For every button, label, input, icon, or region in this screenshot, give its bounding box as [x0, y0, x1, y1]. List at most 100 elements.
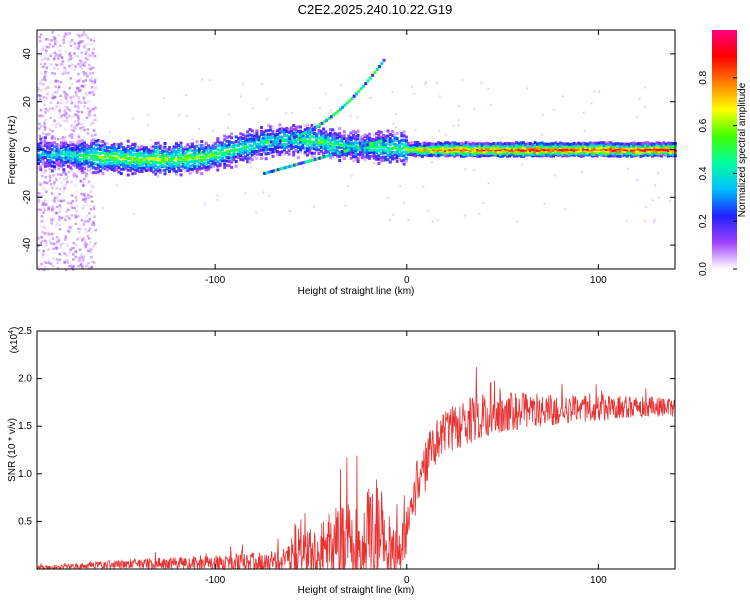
spectrogram-band-cell [78, 144, 82, 148]
spectrogram-band-cell [43, 156, 47, 159]
spectrogram-band-cell [404, 144, 408, 148]
spectrogram-x-tick-label: 100 [590, 275, 607, 286]
spectrogram-band-cell [99, 162, 103, 166]
spectrogram-band-cell [391, 154, 395, 158]
spectrogram-noise-cell [445, 134, 448, 137]
spectrogram-band-cell [142, 166, 146, 170]
spectrogram-band-cell [621, 154, 624, 158]
spectrogram-band-cell [53, 149, 57, 153]
spectrogram-band-cell [188, 164, 192, 168]
spectrogram-band-cell [71, 153, 75, 156]
spectrogram-band-cell [117, 159, 121, 163]
spectrogram-noise-cell [267, 194, 270, 197]
spectrogram-band-cell [614, 152, 618, 156]
spectrogram-band-cell [246, 153, 250, 157]
spectrogram-band-cell [186, 166, 190, 170]
spectrogram-band-cell [462, 147, 466, 151]
spectrogram-band-cell [554, 145, 558, 148]
spectrogram-noise-cell [93, 149, 96, 153]
spectrogram-noise-cell [88, 240, 92, 244]
spectrogram-band-cell [545, 150, 549, 154]
spectrogram-band-cell [568, 153, 572, 157]
spectrogram-band-cell [142, 157, 146, 161]
spectrogram-band-cell [223, 162, 227, 166]
spectrogram-noise-cell [44, 199, 47, 202]
spectrogram-noise-cell [69, 57, 72, 60]
spectrogram-band-cell [329, 131, 332, 135]
spectrogram-band-cell [365, 134, 369, 138]
spectrogram-band-cell [129, 144, 132, 148]
spectrogram-band-cell [133, 172, 137, 175]
spectrogram-band-cell [317, 152, 321, 155]
spectrogram-band-cell [278, 123, 282, 127]
spectrogram-band-cell [66, 150, 70, 154]
spectrogram-band-cell [126, 149, 130, 152]
spectrogram-noise-cell [62, 38, 65, 41]
spectrogram-noise-cell [75, 109, 79, 113]
spectrogram-band-cell [570, 152, 574, 155]
spectrogram-noise-cell [44, 71, 47, 74]
spectrogram-band-cell [174, 170, 178, 173]
spectrogram-noise-cell [79, 264, 83, 267]
spectrogram-noise-cell [70, 135, 74, 138]
spectrogram-noise-cell [39, 241, 43, 244]
spectrogram-band-cell [168, 162, 171, 166]
spectrogram-band-cell [191, 159, 194, 163]
snr-y-label: SNR (10 * v/v) [7, 418, 18, 482]
spectrogram-band-cell [611, 154, 615, 158]
spectrogram-band-cell [103, 162, 107, 166]
spectrogram-noise-cell [54, 43, 57, 46]
spectrogram-noise-cell [40, 235, 43, 239]
spectrogram-noise-cell [54, 247, 57, 250]
spectrogram-band-cell [186, 154, 190, 158]
spectrogram-band-cell [60, 160, 63, 164]
spectrogram-noise-cell [67, 208, 70, 212]
spectrogram-band-cell [66, 164, 70, 168]
spectrogram-band-cell [163, 145, 167, 149]
spectrogram-band-cell [331, 128, 335, 132]
spectrogram-band-cell [140, 167, 144, 170]
spectrogram-noise-cell [78, 256, 81, 260]
spectrogram-noise-cell [489, 103, 492, 106]
spectrogram-noise-cell [84, 195, 87, 198]
spectrogram-band-cell [443, 154, 447, 158]
spectrogram-band-cell [283, 134, 286, 137]
spectrogram-noise-cell [71, 56, 74, 60]
spectrogram-band-cell [232, 141, 236, 145]
spectrogram-noise-cell [38, 134, 42, 137]
spectrogram-band-cell [289, 143, 293, 147]
spectrogram-band-cell [595, 145, 599, 149]
spectrogram-band-cell [179, 165, 183, 169]
spectrogram-band-cell [439, 149, 443, 153]
spectrogram-band-cell [296, 156, 300, 159]
spectrogram-noise-cell [63, 70, 66, 73]
spectrogram-band-cell [170, 162, 174, 166]
spectrogram-band-cell [289, 147, 293, 151]
spectrogram-band-cell [322, 127, 326, 131]
spectrogram-band-cell [425, 147, 429, 151]
spectrogram-noise-cell [37, 249, 40, 252]
spectrogram-band-cell [227, 140, 231, 144]
spectrogram-band-cell [326, 146, 330, 150]
spectrogram-band-cell [64, 146, 68, 150]
spectrogram-band-cell [404, 139, 408, 143]
spectrogram-band-cell [76, 145, 80, 149]
spectrogram-noise-cell [58, 224, 61, 227]
spectrogram-band-cell [294, 131, 298, 135]
spectrogram-band-cell [241, 133, 245, 137]
spectrogram-noise-cell [54, 85, 58, 88]
spectrogram-band-cell [565, 142, 569, 146]
spectrogram-noise-cell [55, 243, 59, 246]
spectrogram-band-cell [375, 157, 378, 161]
spectrogram-noise-cell [65, 177, 68, 181]
spectrogram-band-cell [446, 150, 450, 154]
spectrogram-branch-cell [313, 126, 317, 130]
spectrogram-band-cell [388, 147, 392, 151]
spectrogram-band-cell [71, 161, 75, 165]
spectrogram-noise-cell [82, 181, 85, 185]
spectrogram-band-cell [46, 141, 50, 145]
spectrogram-band-cell [607, 141, 611, 145]
spectrogram-band-cell [418, 148, 422, 152]
spectrogram-band-cell [648, 148, 652, 151]
spectrogram-band-cell [669, 141, 673, 145]
